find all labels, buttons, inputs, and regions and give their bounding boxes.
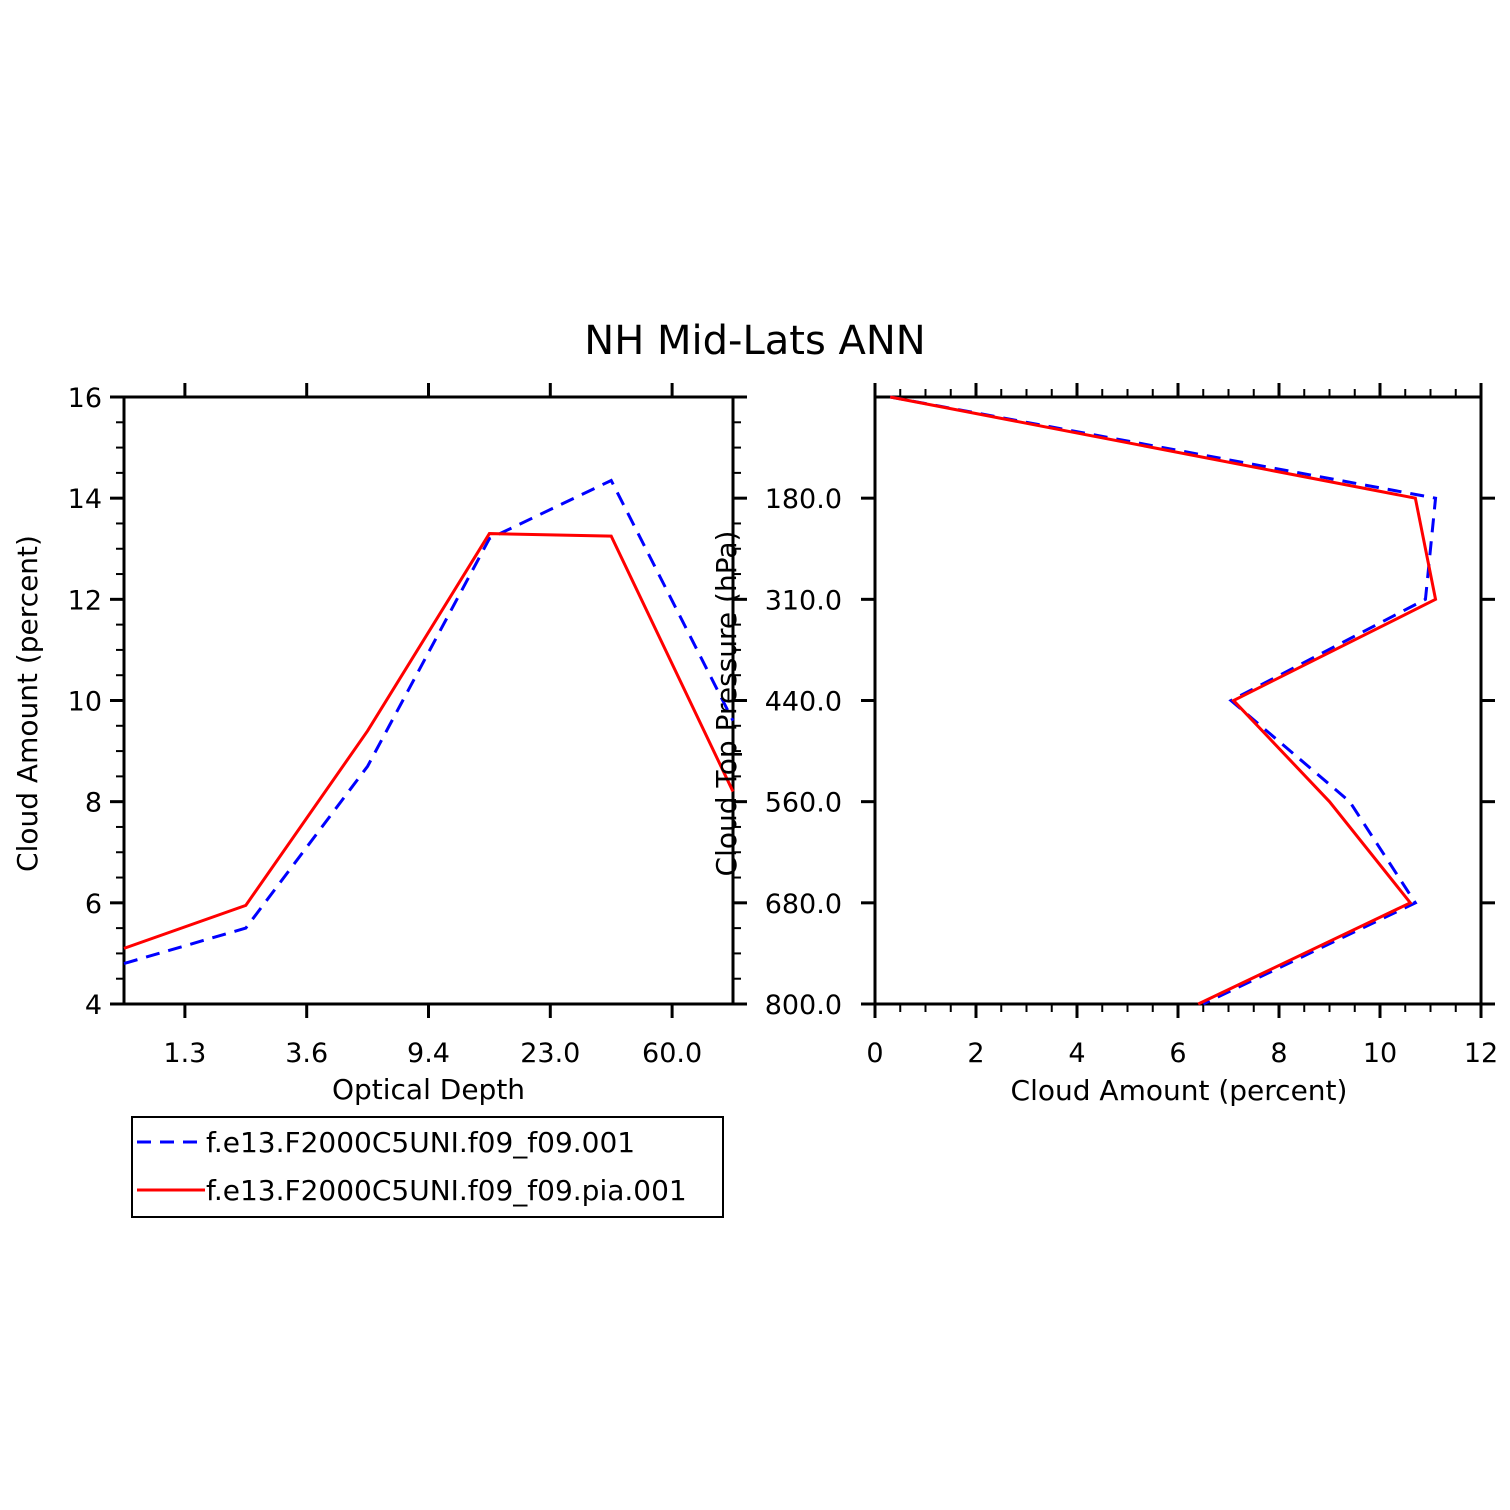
y-tick-label: 680.0	[765, 889, 842, 920]
x-tick-label: 12	[1464, 1038, 1498, 1069]
y-axis-label: Cloud Amount (percent)	[11, 535, 44, 872]
y-tick-label: 180.0	[765, 484, 842, 515]
chart-title: NH Mid-Lats ANN	[584, 318, 925, 364]
legend: f.e13.F2000C5UNI.f09_f09.001 f.e13.F2000…	[131, 1116, 724, 1218]
x-tick-label: 23.0	[520, 1038, 580, 1069]
x-tick-label: 3.6	[285, 1038, 328, 1069]
y-tick-label: 8	[85, 788, 102, 819]
x-tick-label: 0	[866, 1038, 883, 1069]
series-line-1	[123, 478, 735, 965]
x-tick-label: 2	[967, 1038, 984, 1069]
x-tick-label: 60.0	[642, 1038, 702, 1069]
y-tick-label: 440.0	[765, 687, 842, 718]
x-axis-label: Optical Depth	[332, 1073, 525, 1106]
y-tick-label: 800.0	[765, 990, 842, 1021]
y-tick-label: 10	[68, 687, 102, 718]
legend-label-series-2: f.e13.F2000C5UNI.f09_f09.pia.001	[206, 1174, 687, 1207]
y-tick-label: 310.0	[765, 585, 842, 616]
y-tick-label: 4	[85, 990, 102, 1021]
panel-optical-depth: 4 6 8 10 12 14 16 1.3 3.6 9.4 23.0 60.0 Optical Dept…	[11, 383, 747, 1106]
y-axis-label: Cloud Top Pressure (hPa)	[710, 531, 743, 877]
legend-label-series-1: f.e13.F2000C5UNI.f09_f09.001	[206, 1126, 635, 1159]
y-tick-label: 560.0	[765, 788, 842, 819]
x-tick-label: 9.4	[407, 1038, 450, 1069]
y-tick-label: 12	[68, 585, 102, 616]
plot-frame	[122, 395, 735, 1006]
legend-box	[131, 1116, 724, 1218]
y-tick-label: 16	[68, 383, 102, 414]
y-tick-label: 6	[85, 889, 102, 920]
x-tick-label: 8	[1270, 1038, 1287, 1069]
x-axis-label: Cloud Amount (percent)	[1011, 1074, 1348, 1107]
y-tick-label: 14	[68, 484, 102, 515]
x-tick-label: 10	[1363, 1038, 1397, 1069]
x-tick-label: 6	[1169, 1038, 1186, 1069]
series-line-2	[889, 395, 1438, 1006]
panel-cloud-top-pressure: 0 2 4 6 8 10 12 180.0 310.0 440.0 560.0 680.0 800.0 C…	[710, 383, 1498, 1107]
series-line-2	[123, 532, 735, 950]
series-line-1	[889, 395, 1438, 1006]
x-tick-label: 4	[1068, 1038, 1085, 1069]
x-tick-label: 1.3	[163, 1038, 206, 1069]
